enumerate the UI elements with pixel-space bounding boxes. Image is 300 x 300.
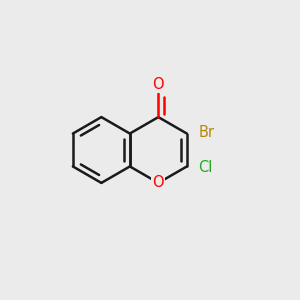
Text: Cl: Cl <box>198 160 213 175</box>
Text: O: O <box>152 77 164 92</box>
Text: Br: Br <box>198 125 214 140</box>
Text: O: O <box>152 176 164 190</box>
